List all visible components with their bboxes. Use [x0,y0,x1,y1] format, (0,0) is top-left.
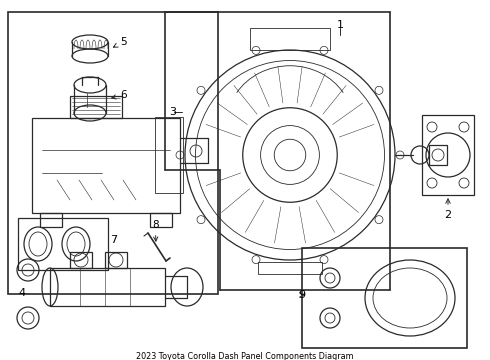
Text: 6: 6 [112,90,126,100]
Bar [429,145,447,165]
Bar [70,96,122,118]
Bar [258,262,322,274]
Bar [150,213,172,227]
Bar [105,252,127,268]
Bar [32,118,180,213]
Text: 2: 2 [444,199,452,220]
Text: 8: 8 [152,220,159,241]
Text: 5: 5 [113,37,126,47]
Bar [70,252,92,268]
Text: 1: 1 [337,20,343,30]
Bar [40,213,62,227]
Bar [422,115,474,195]
Bar [18,218,108,270]
Bar [8,12,218,294]
Bar [250,28,330,50]
Text: 9: 9 [298,290,305,300]
Bar [50,268,165,306]
Text: 7: 7 [110,235,117,245]
Text: 4: 4 [18,288,25,298]
Text: 2023 Toyota Corolla Dash Panel Components Diagram: 2023 Toyota Corolla Dash Panel Component… [136,352,354,360]
Bar [302,248,467,348]
Text: 3: 3 [169,107,176,117]
